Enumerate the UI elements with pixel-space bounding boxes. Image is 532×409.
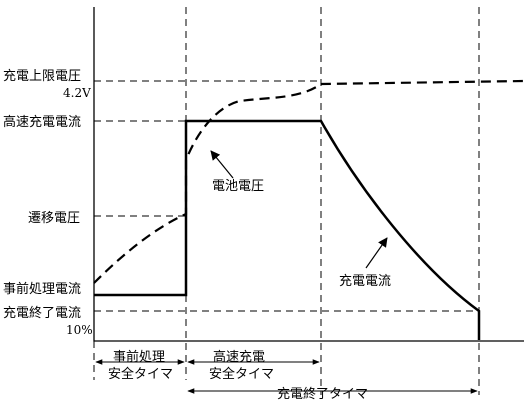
charge-upper-voltage-label: 充電上限電圧 [3,68,81,84]
charge-upper-voltage-value: 4.2V [63,86,91,100]
fast-charge-timer-label-2: 安全タイマ [209,366,274,382]
charge-current-leader [366,238,387,268]
precharge-current-label: 事前処理電流 [3,281,81,297]
transition-voltage-label: 遷移電圧 [28,211,80,226]
precharge-timer-label-2: 安全タイマ [108,366,173,382]
charge-current-curve [94,121,479,340]
termination-current-value: 10% [66,323,93,337]
battery-voltage-leader [211,151,233,178]
battery-voltage-curve [94,81,524,283]
fast-charge-timer-label-1: 高速充電 [213,349,265,365]
battery-voltage-label: 電池電圧 [212,179,264,194]
fast-charge-current-label: 高速充電電流 [3,114,81,130]
termination-timer-label: 充電終了タイマ [277,386,368,402]
precharge-timer-label-1: 事前処理 [113,349,165,365]
termination-current-label: 充電終了電流 [3,305,81,321]
axes [94,7,524,341]
charge-current-label: 充電電流 [339,273,391,289]
